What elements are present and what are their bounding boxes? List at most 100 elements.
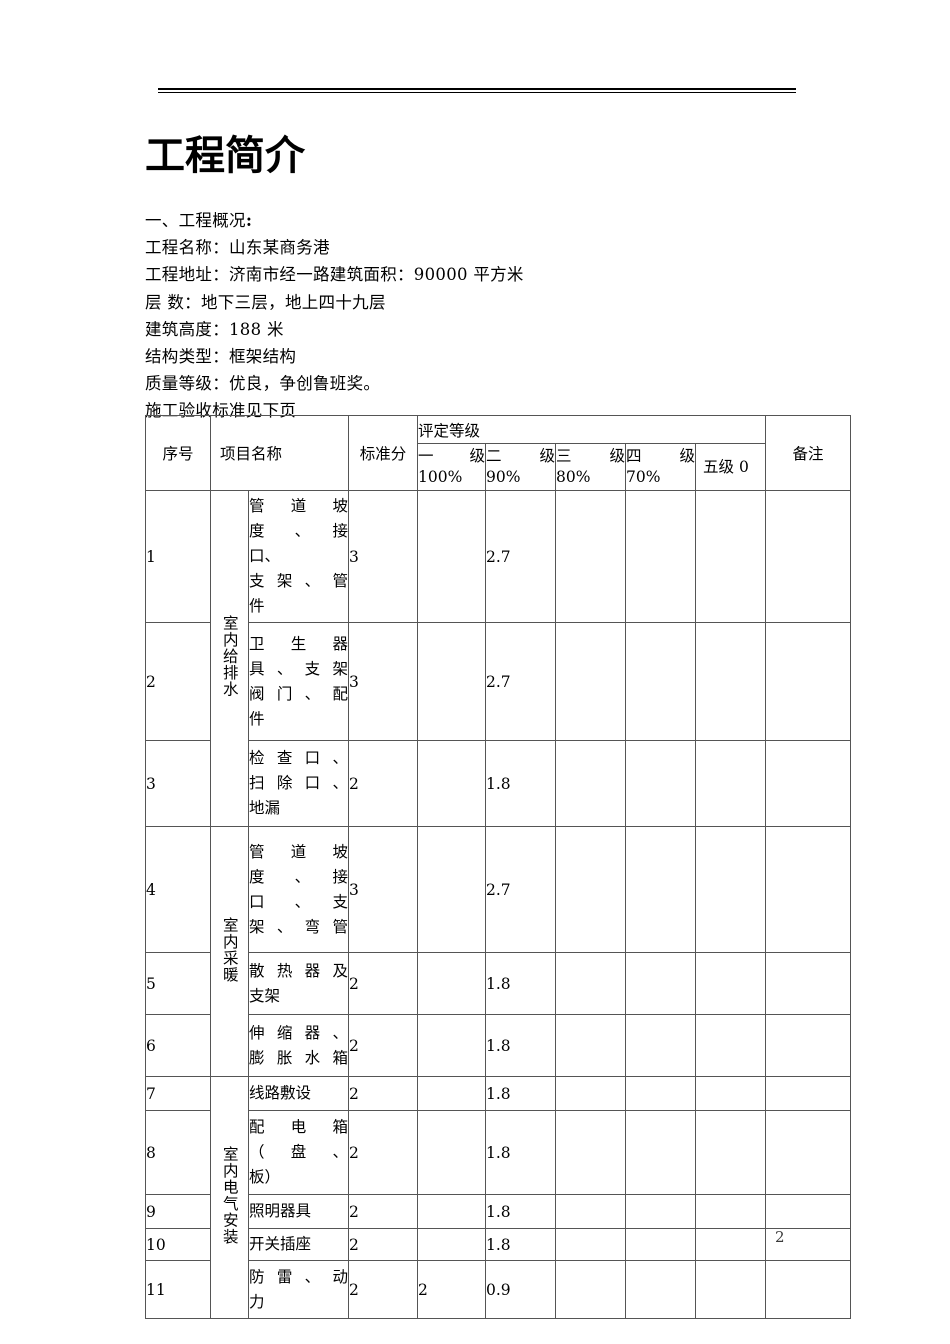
header-standard-score: 标准分	[348, 415, 419, 491]
cell-item-name: 开关插座	[247, 1228, 350, 1261]
cell-seq: 8	[145, 1110, 211, 1195]
cell-seq: 5	[145, 952, 211, 1015]
cell-grade-1	[417, 1194, 487, 1229]
cell-grade-2: 1.8	[485, 1194, 557, 1229]
cell-grade-5	[695, 1260, 767, 1319]
table-header-row-top: 序号 项目名称 标准分 评定等级 备注	[145, 415, 852, 491]
cell-standard-score: 3	[348, 826, 419, 953]
cell-grade-4	[625, 740, 697, 827]
item-name-line: 防雷、动	[249, 1267, 349, 1286]
cell-grade-4	[625, 1110, 697, 1195]
intro-line-floors: 层 数：地下三层，地上四十九层	[145, 292, 386, 312]
item-name-line: 开关插座	[249, 1235, 312, 1253]
header-grade-1: 一 级 100%	[417, 443, 487, 491]
cell-note	[765, 952, 852, 1015]
item-name-line: 膨胀水箱	[249, 1048, 349, 1067]
cell-grade-4	[625, 1228, 697, 1261]
cell-seq: 3	[145, 740, 211, 827]
item-name-line: 阀门、配	[249, 684, 349, 703]
header-note: 备注	[765, 415, 852, 491]
cell-grade-5	[695, 826, 767, 953]
cell-grade-4	[625, 826, 697, 953]
table-row: 9 照明器具 2 1.8	[145, 1194, 852, 1229]
cell-item-name: 管 道 坡度 、 接口 、 支架、弯管	[247, 826, 350, 953]
cell-item-name: 照明器具	[247, 1194, 350, 1229]
cell-grade-3	[555, 1014, 627, 1077]
cell-grade-5	[695, 1194, 767, 1229]
cell-seq: 9	[145, 1194, 211, 1229]
acceptance-standard-table: 序号 项目名称 标准分 评定等级 备注一 级 100% 二 级 90% 三 级 80% 四 级 70%…	[145, 415, 852, 1319]
cell-standard-score: 2	[348, 1014, 419, 1077]
cell-grade-4	[625, 952, 697, 1015]
cell-standard-score: 2	[348, 1260, 419, 1319]
item-name-line: 支架	[249, 986, 281, 1005]
cell-grade-2: 1.8	[485, 1110, 557, 1195]
cell-grade-2: 2.7	[485, 826, 557, 953]
intro-line-quality-grade: 质量等级：优良，争创鲁班奖。	[145, 374, 381, 394]
item-name-line: 配 电 箱	[249, 1118, 349, 1136]
cell-grade-5	[695, 1110, 767, 1195]
table-header-row-grades: 一 级 100% 二 级 90% 三 级 80% 四 级 70% 五级 0	[146, 443, 851, 491]
cell-grade-3	[555, 490, 627, 623]
header-grade-percent: 100%	[418, 468, 463, 486]
cell-seq: 6	[145, 1014, 211, 1077]
header-grade-name: 五级 0	[703, 457, 749, 476]
cell-grade-5	[695, 1014, 767, 1077]
cell-seq: 1	[145, 490, 211, 623]
cell-seq: 7	[145, 1076, 211, 1111]
item-name-line: 件	[249, 597, 265, 615]
item-name-line: 卫 生 器	[249, 634, 349, 653]
cell-note	[765, 826, 852, 953]
item-name-line: 度 、 接	[249, 867, 349, 886]
item-name-line: 板）	[249, 1168, 281, 1186]
item-name-line: 管 道 坡	[249, 497, 349, 515]
header-item-name: 项目名称	[209, 415, 350, 491]
header-grade-name: 一 级	[418, 447, 486, 465]
cell-grade-2: 0.9	[485, 1260, 557, 1319]
page-number: 2	[775, 1228, 785, 1246]
item-name-line: 线路敷设	[249, 1084, 312, 1102]
cell-grade-3	[555, 1076, 627, 1111]
intro-line-height: 建筑高度：188 米	[145, 319, 284, 339]
item-name-line: 度 、 接	[249, 522, 349, 540]
item-name-line: 检查口、	[249, 749, 349, 767]
category-vertical-label: 室内采暖	[220, 916, 239, 983]
cell-grade-5	[695, 740, 767, 827]
table-row: 7 室内电气安装 线路敷设 2 1.8	[145, 1076, 852, 1319]
header-grade-name: 二 级	[486, 447, 556, 465]
cell-grade-1	[417, 952, 487, 1015]
header-grade-5: 五级 0	[695, 443, 767, 491]
intro-line-project-address: 工程地址：济南市经一路建筑面积：90000 平方米	[145, 265, 524, 285]
cell-grade-1	[417, 1014, 487, 1077]
cell-seq: 4	[145, 826, 211, 953]
cell-item-name: 管 道 坡度 、 接口、 支架、管件	[247, 490, 350, 623]
header-grade-percent: 70%	[626, 468, 661, 486]
cell-grade-3	[555, 952, 627, 1015]
cell-category: 室内给排水	[210, 490, 249, 827]
cell-grade-4	[625, 1014, 697, 1077]
cell-standard-score: 2	[348, 1228, 419, 1261]
header-grade-2: 二 级 90%	[485, 443, 557, 491]
cell-grade-1	[417, 490, 487, 623]
intro-line-structure-type: 结构类型：框架结构	[145, 347, 297, 367]
table-row: 3 检查口、 扫除口、 地漏 2 1.8	[145, 740, 852, 827]
acceptance-standard-table-wrap: 序号 项目名称 标准分 评定等级 备注一 级 100% 二 级 90% 三 级 80% 四 级 70%…	[145, 415, 852, 1319]
cell-seq: 2	[145, 622, 211, 741]
cell-grade-2: 1.8	[485, 1228, 557, 1261]
cell-grade-1	[417, 622, 487, 741]
item-name-line: 伸缩器、	[249, 1023, 349, 1042]
intro-block: 一、工程概况: 工程名称：山东某商务港 工程地址：济南市经一路建筑面积：9000…	[145, 207, 745, 425]
cell-grade-3	[555, 1110, 627, 1195]
cell-grade-2: 1.8	[485, 740, 557, 827]
table-row: 10 开关插座 2 1.8	[145, 1228, 852, 1261]
header-grade-3: 三 级 80%	[555, 443, 627, 491]
cell-item-name: 卫 生 器具、支架 阀门、配件	[247, 622, 350, 741]
cell-grade-4	[625, 1194, 697, 1229]
item-name-line: 支架、管	[249, 572, 349, 590]
cell-item-name: 伸缩器、 膨胀水箱	[247, 1014, 350, 1077]
cell-grade-3	[555, 826, 627, 953]
cell-item-name: 线路敷设	[247, 1076, 350, 1111]
intro-line-project-name: 工程名称：山东某商务港	[145, 238, 330, 258]
